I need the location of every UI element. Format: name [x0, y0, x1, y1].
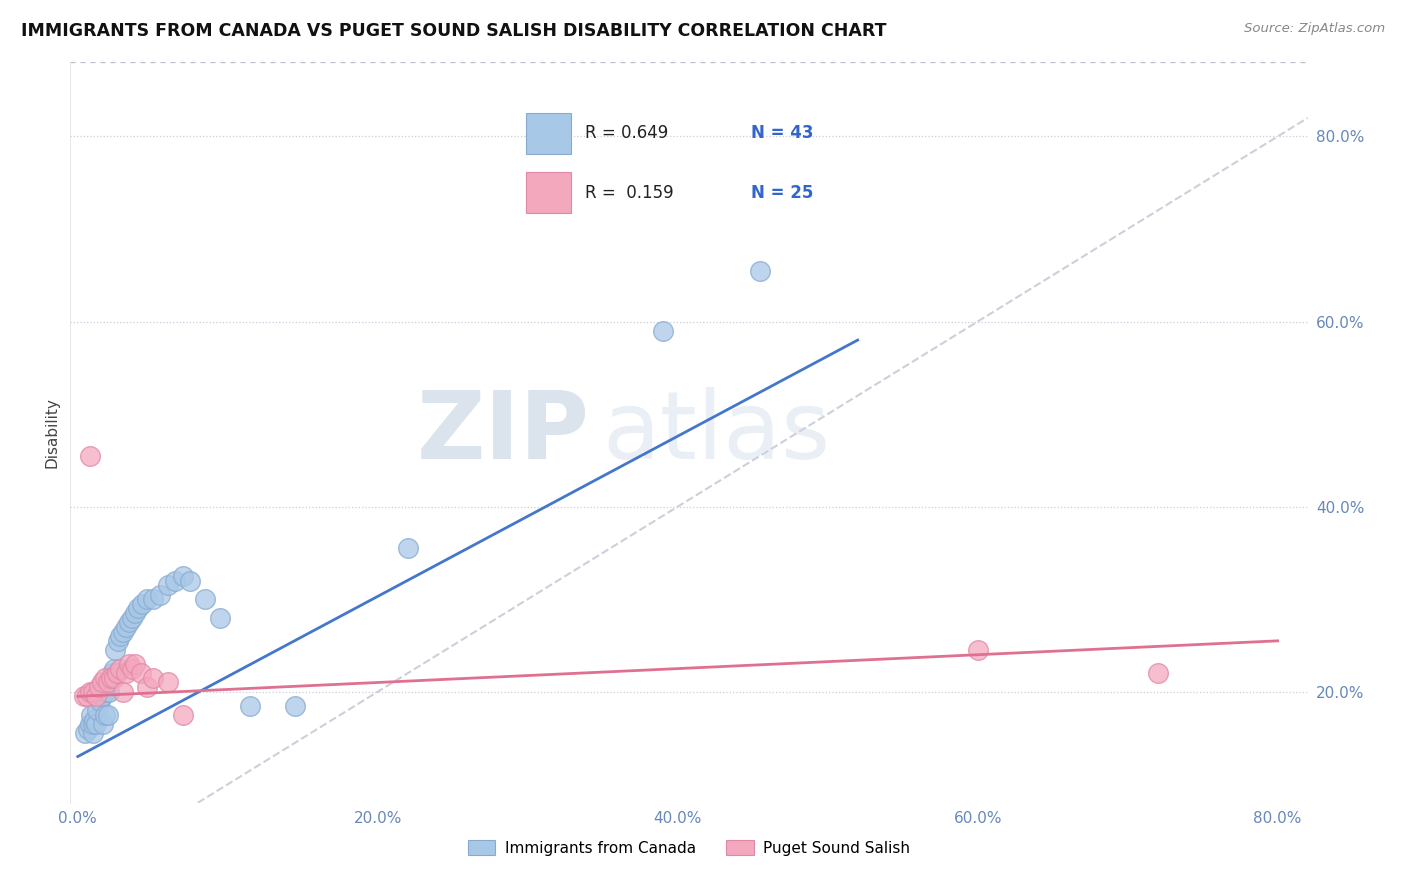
Point — [103, 671, 125, 685]
Point — [114, 620, 136, 634]
Point — [194, 592, 217, 607]
Point — [89, 694, 111, 708]
Point — [124, 657, 146, 671]
Text: Source: ZipAtlas.com: Source: ZipAtlas.com — [1244, 22, 1385, 36]
Point — [135, 592, 157, 607]
Point — [104, 643, 127, 657]
Point — [156, 578, 179, 592]
Point — [87, 680, 110, 694]
Point — [94, 707, 117, 722]
Point — [1146, 666, 1168, 681]
Point — [124, 606, 146, 620]
Point — [966, 643, 988, 657]
Point — [107, 633, 129, 648]
Point — [165, 574, 187, 588]
Point — [73, 690, 96, 704]
Point — [172, 569, 194, 583]
Point — [96, 685, 118, 699]
Point — [77, 722, 100, 736]
Point — [114, 666, 136, 681]
Point — [142, 671, 165, 685]
Point — [651, 324, 673, 338]
Point — [101, 666, 124, 681]
Y-axis label: Disability: Disability — [44, 397, 59, 468]
Point — [103, 662, 125, 676]
Point — [79, 449, 101, 463]
Point — [129, 666, 152, 681]
Point — [94, 671, 117, 685]
Text: atlas: atlas — [602, 386, 831, 479]
Point — [82, 685, 104, 699]
Point — [76, 690, 98, 704]
Legend: Immigrants from Canada, Puget Sound Salish: Immigrants from Canada, Puget Sound Sali… — [461, 834, 917, 862]
Point — [97, 707, 120, 722]
Point — [98, 685, 121, 699]
Point — [82, 726, 104, 740]
Point — [79, 717, 101, 731]
Point — [131, 597, 153, 611]
Point — [142, 592, 165, 607]
Point — [97, 675, 120, 690]
Point — [156, 675, 179, 690]
Point — [118, 657, 141, 671]
Text: IMMIGRANTS FROM CANADA VS PUGET SOUND SALISH DISABILITY CORRELATION CHART: IMMIGRANTS FROM CANADA VS PUGET SOUND SA… — [21, 22, 887, 40]
Point — [284, 698, 307, 713]
Point — [105, 666, 128, 681]
Point — [749, 263, 772, 277]
Point — [100, 671, 122, 685]
Point — [90, 675, 112, 690]
Point — [135, 680, 157, 694]
Point — [149, 588, 172, 602]
Point — [86, 703, 108, 717]
Point — [84, 717, 107, 731]
Point — [83, 713, 105, 727]
Point — [121, 610, 143, 624]
Point — [118, 615, 141, 630]
Point — [111, 685, 134, 699]
Point — [100, 671, 122, 685]
Point — [209, 610, 232, 624]
Point — [90, 690, 112, 704]
Point — [108, 629, 131, 643]
Point — [84, 690, 107, 704]
Point — [396, 541, 419, 556]
Point — [108, 662, 131, 676]
Point — [121, 662, 143, 676]
Point — [239, 698, 262, 713]
Point — [80, 707, 103, 722]
Point — [179, 574, 201, 588]
Point — [91, 717, 114, 731]
Point — [111, 624, 134, 639]
Text: ZIP: ZIP — [418, 386, 591, 479]
Point — [79, 685, 101, 699]
Point — [75, 726, 97, 740]
Point — [172, 707, 194, 722]
Point — [127, 601, 149, 615]
Point — [82, 717, 104, 731]
